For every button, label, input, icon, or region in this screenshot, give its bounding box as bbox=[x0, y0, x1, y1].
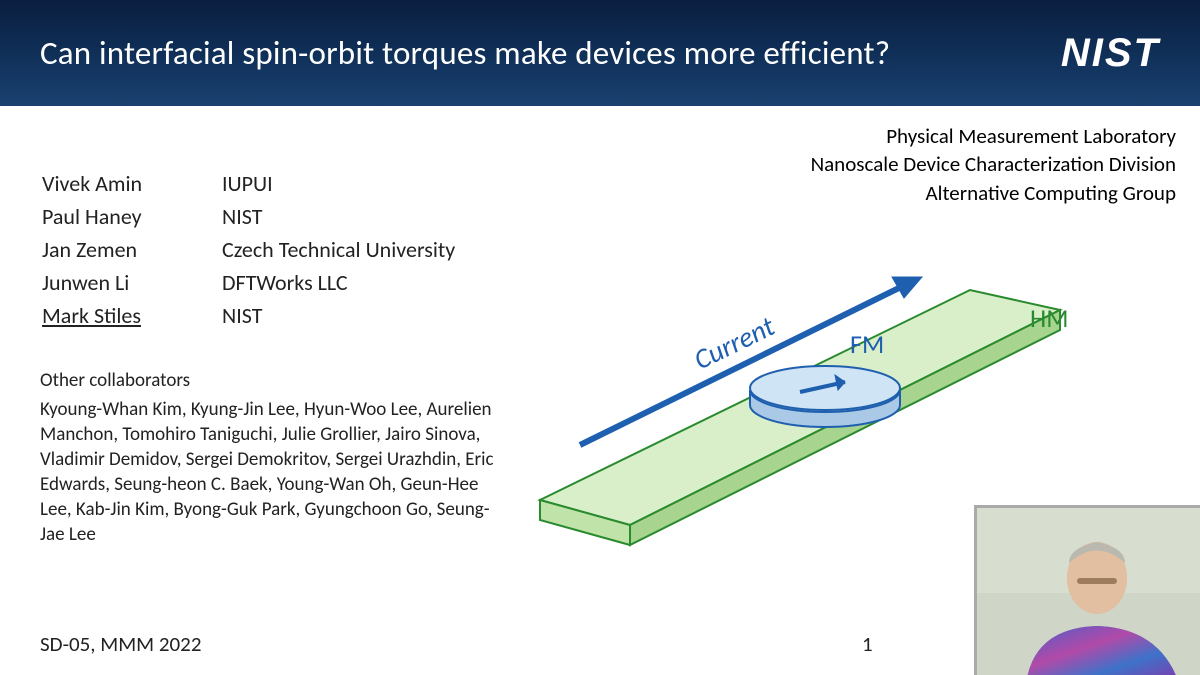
author-name: Junwen Li bbox=[42, 267, 220, 298]
author-row: Junwen LiDFTWorks LLC bbox=[42, 267, 455, 298]
authors-block: Vivek AminIUPUI Paul HaneyNIST Jan Zemen… bbox=[40, 166, 457, 333]
author-name: Jan Zemen bbox=[42, 234, 220, 265]
affiliation-line: Nanoscale Device Characterization Divisi… bbox=[811, 150, 1176, 178]
slide-title: Can interfacial spin-orbit torques make … bbox=[40, 33, 890, 73]
author-row: Jan ZemenCzech Technical University bbox=[42, 234, 455, 265]
presenter-video-inset bbox=[974, 505, 1200, 675]
footer-page-number: 1 bbox=[862, 631, 873, 657]
affiliation-block: Physical Measurement Laboratory Nanoscal… bbox=[811, 122, 1176, 207]
hm-label: HM bbox=[1030, 302, 1068, 334]
author-row: Vivek AminIUPUI bbox=[42, 168, 455, 199]
collaborators-body: Kyoung-Whan Kim, Kyung-Jin Lee, Hyun-Woo… bbox=[40, 397, 500, 547]
author-row: Paul HaneyNIST bbox=[42, 201, 455, 232]
author-name: Mark Stiles bbox=[42, 300, 220, 331]
collaborators-heading: Other collaborators bbox=[40, 368, 500, 393]
presenter-placeholder bbox=[977, 508, 1200, 675]
fm-label: FM bbox=[850, 328, 884, 360]
author-inst: NIST bbox=[222, 201, 455, 232]
slide-root: Can interfacial spin-orbit torques make … bbox=[0, 0, 1200, 675]
author-inst: IUPUI bbox=[222, 168, 455, 199]
affiliation-line: Alternative Computing Group bbox=[811, 179, 1176, 207]
authors-table: Vivek AminIUPUI Paul HaneyNIST Jan Zemen… bbox=[40, 166, 457, 333]
footer-left: SD-05, MMM 2022 bbox=[40, 631, 201, 657]
collaborators-block: Other collaborators Kyoung-Whan Kim, Kyu… bbox=[40, 368, 500, 548]
author-inst: NIST bbox=[222, 300, 455, 331]
author-name: Vivek Amin bbox=[42, 168, 220, 199]
author-inst: DFTWorks LLC bbox=[222, 267, 455, 298]
author-name: Paul Haney bbox=[42, 201, 220, 232]
author-row: Mark StilesNIST bbox=[42, 300, 455, 331]
affiliation-line: Physical Measurement Laboratory bbox=[811, 122, 1176, 150]
slide-header: Can interfacial spin-orbit torques make … bbox=[0, 0, 1200, 106]
nist-logo: NIST bbox=[1061, 31, 1160, 76]
author-inst: Czech Technical University bbox=[222, 234, 455, 265]
